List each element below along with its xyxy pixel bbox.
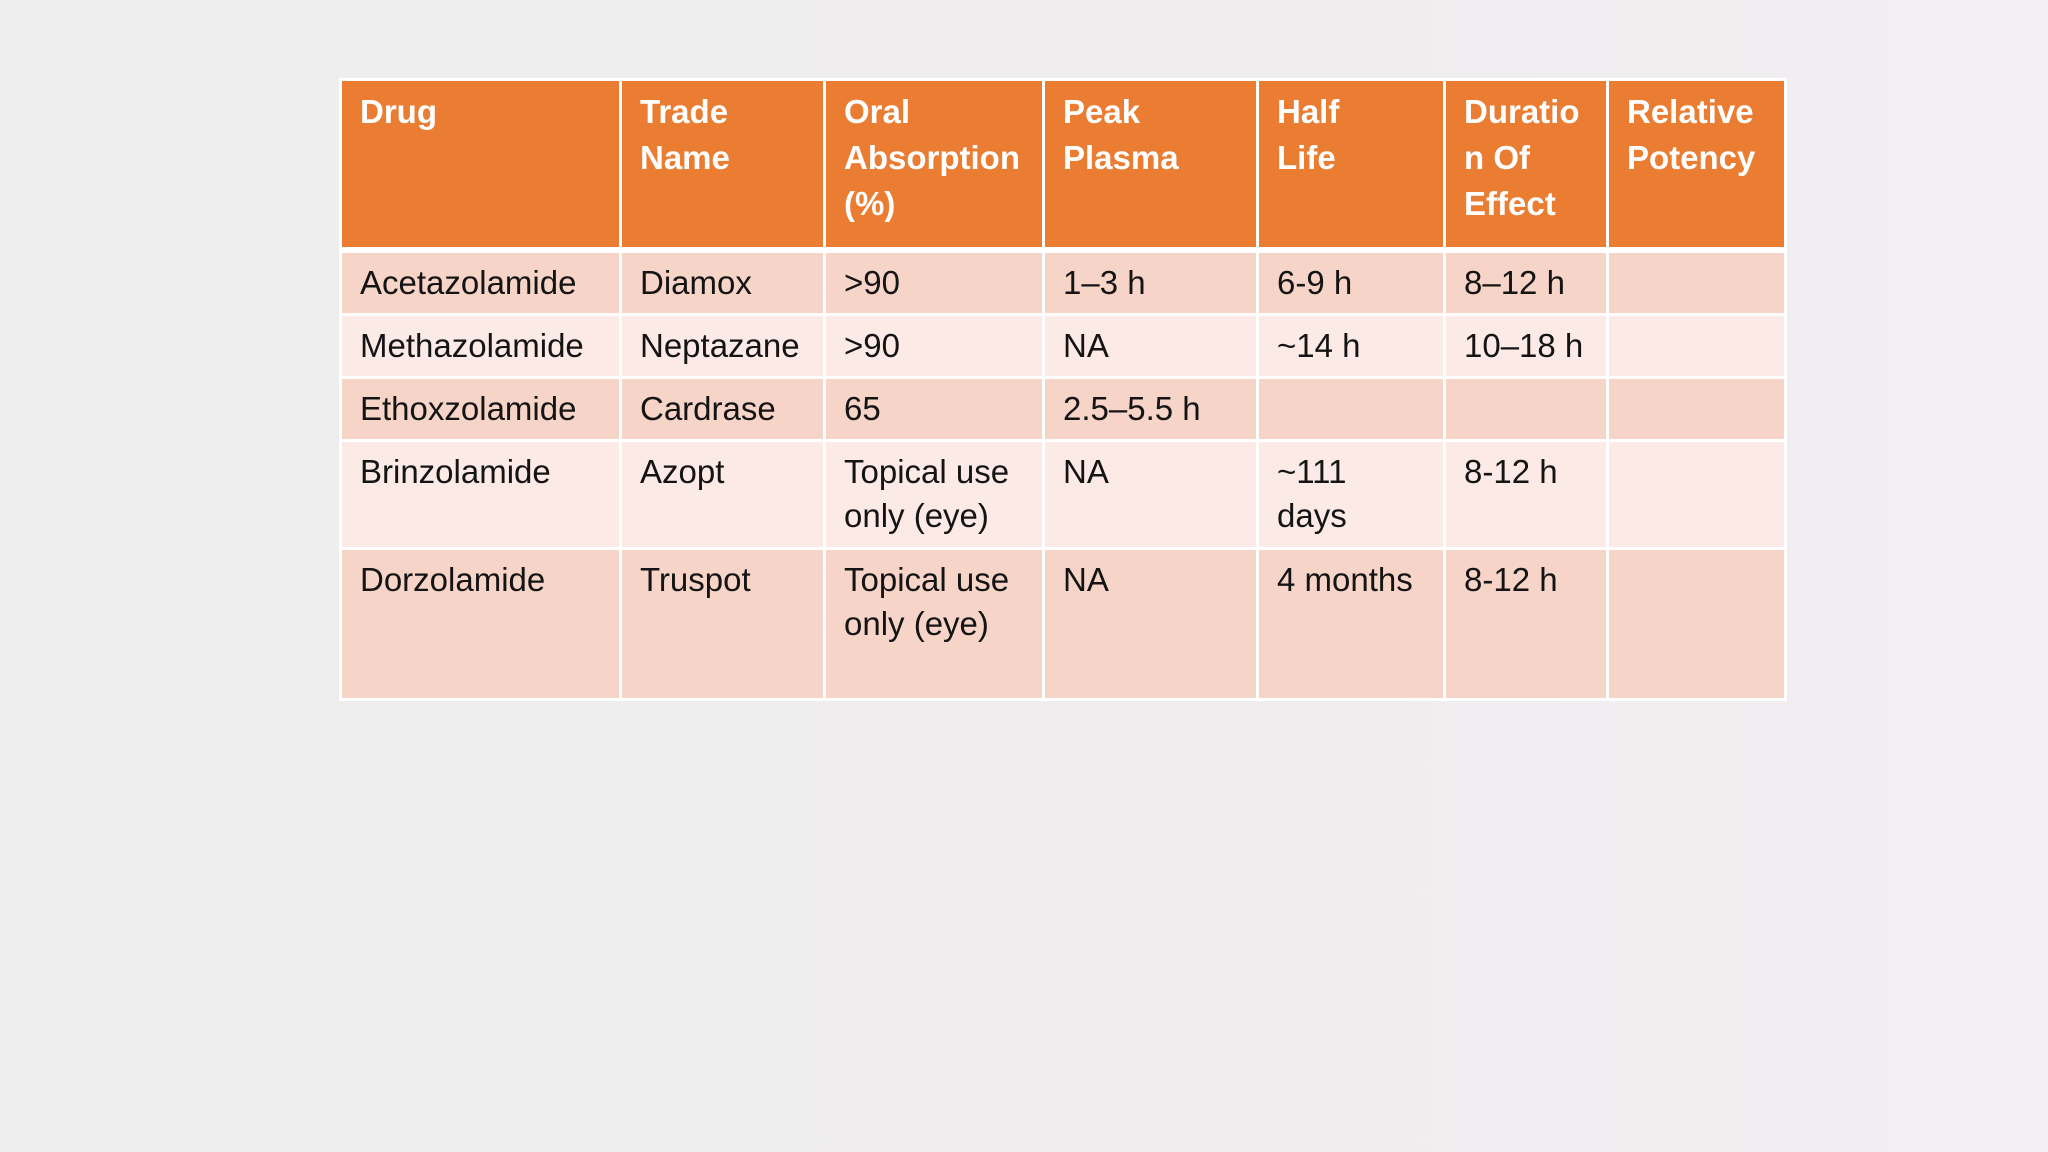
cell-relative-potency-row2: [1606, 313, 1787, 379]
cell-relative-potency-row3: [1606, 376, 1787, 442]
cell-peak-plasma-row4: NA: [1042, 439, 1259, 550]
table-row-methazolamide: Methazolamide Neptazane >90 NA ~14 h 10–18 h: [339, 313, 1787, 379]
drug-table-body: Acetazolamide Diamox >90 1–3 h 6-9 h 8–12 h Me…: [339, 248, 1787, 701]
cell-trade-name-row3: Cardrase: [619, 376, 826, 442]
cell-drug-row5: Dorzolamide: [339, 547, 622, 701]
cell-duration-of-effect-row4: 8-12 h: [1443, 439, 1609, 550]
cell-relative-potency-row5: [1606, 547, 1787, 701]
drug-table-header: Drug Trade Name Oral Absorption (%) Peak Pl…: [339, 78, 1787, 253]
column-header-duration-of-effect: Duratio n Of Effect: [1443, 78, 1609, 253]
cell-oral-absorption-row4: Topical use only (eye): [823, 439, 1045, 550]
table-row-acetazolamide: Acetazolamide Diamox >90 1–3 h 6-9 h 8–12 h: [339, 248, 1787, 316]
column-header-drug: Drug: [339, 78, 622, 253]
cell-half-life-row1: 6-9 h: [1256, 248, 1446, 316]
column-header-half-life: Half Life: [1256, 78, 1446, 253]
cell-peak-plasma-row2: NA: [1042, 313, 1259, 379]
cell-duration-of-effect-row1: 8–12 h: [1443, 248, 1609, 316]
cell-oral-absorption-row3: 65: [823, 376, 1045, 442]
cell-relative-potency-row4: [1606, 439, 1787, 550]
cell-peak-plasma-row3: 2.5–5.5 h: [1042, 376, 1259, 442]
cell-half-life-row4: ~111 days: [1256, 439, 1446, 550]
table-row-ethoxzolamide: Ethoxzolamide Cardrase 65 2.5–5.5 h: [339, 376, 1787, 442]
cell-drug-row2: Methazolamide: [339, 313, 622, 379]
cell-half-life-row5: 4 months: [1256, 547, 1446, 701]
cell-drug-row1: Acetazolamide: [339, 248, 622, 316]
cell-half-life-row2: ~14 h: [1256, 313, 1446, 379]
cell-relative-potency-row1: [1606, 248, 1787, 316]
column-header-trade-name: Trade Name: [619, 78, 826, 253]
cell-duration-of-effect-row5: 8-12 h: [1443, 547, 1609, 701]
cell-oral-absorption-row2: >90: [823, 313, 1045, 379]
cell-duration-of-effect-row2: 10–18 h: [1443, 313, 1609, 379]
cell-peak-plasma-row1: 1–3 h: [1042, 248, 1259, 316]
cell-half-life-row3: [1256, 376, 1446, 442]
column-header-relative-potency: Relative Potency: [1606, 78, 1787, 253]
column-header-peak-plasma: Peak Plasma: [1042, 78, 1259, 253]
cell-trade-name-row1: Diamox: [619, 248, 826, 316]
cell-oral-absorption-row1: >90: [823, 248, 1045, 316]
cell-peak-plasma-row5: NA: [1042, 547, 1259, 701]
table-row-brinzolamide: Brinzolamide Azopt Topical use only (eye) N…: [339, 439, 1787, 550]
cell-oral-absorption-row5: Topical use only (eye): [823, 547, 1045, 701]
drug-table: Drug Trade Name Oral Absorption (%) Peak Pl…: [339, 78, 1787, 701]
cell-trade-name-row2: Neptazane: [619, 313, 826, 379]
cell-trade-name-row4: Azopt: [619, 439, 826, 550]
cell-drug-row3: Ethoxzolamide: [339, 376, 622, 442]
cell-duration-of-effect-row3: [1443, 376, 1609, 442]
cell-trade-name-row5: Truspot: [619, 547, 826, 701]
table-row-dorzolamide: Dorzolamide Truspot Topical use only (eye)…: [339, 547, 1787, 701]
cell-drug-row4: Brinzolamide: [339, 439, 622, 550]
column-header-oral-absorption: Oral Absorption (%): [823, 78, 1045, 253]
header-row: Drug Trade Name Oral Absorption (%) Peak Pl…: [339, 78, 1787, 253]
